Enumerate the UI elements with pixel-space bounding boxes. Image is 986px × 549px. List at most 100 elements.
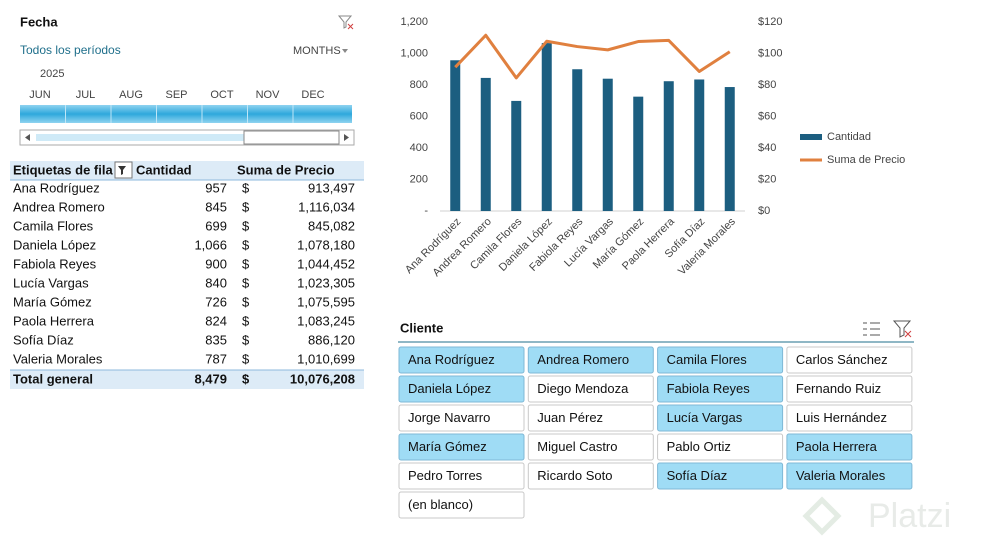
pivot-cell: 845,082 — [308, 218, 355, 233]
pivot-cell: Fabiola Reyes — [13, 256, 97, 271]
pivot-cell: $ — [242, 256, 250, 271]
pivot-cell: 699 — [205, 218, 227, 233]
slicer-button[interactable] — [786, 433, 913, 461]
pivot-cell: 957 — [205, 180, 227, 195]
slicer-icons[interactable] — [863, 320, 912, 338]
clear-x[interactable] — [347, 23, 354, 30]
slicer-label[interactable]: Paola Herrera — [796, 439, 878, 454]
pivot-cell: 840 — [205, 275, 227, 290]
slicer-button[interactable] — [398, 462, 525, 490]
slicer-label[interactable]: Juan Pérez — [537, 410, 603, 425]
slicer-label[interactable]: Andrea Romero — [537, 352, 629, 367]
pivot-cell: Camila Flores — [13, 218, 94, 233]
y2-tick-label: $0 — [758, 205, 770, 217]
bar — [450, 60, 461, 212]
slicer-label[interactable]: María Gómez — [408, 439, 487, 454]
slicer-label[interactable]: Luis Hernández — [796, 410, 887, 425]
slicer-button[interactable] — [786, 375, 913, 403]
month-label: SEP — [165, 89, 187, 101]
pivot-cell: $ — [242, 180, 250, 195]
pivot-cell: Paola Herrera — [13, 313, 95, 328]
y-tick-label: 800 — [410, 79, 428, 91]
slicer-button[interactable] — [527, 462, 654, 490]
slicer-button[interactable] — [398, 491, 525, 519]
y2-tick-label: $100 — [758, 47, 782, 59]
slicer-label[interactable]: Daniela López — [408, 381, 491, 396]
slicer-label[interactable]: Pablo Ortiz — [667, 439, 731, 454]
slicer-button[interactable] — [657, 462, 784, 490]
slicer-label[interactable]: Miguel Castro — [537, 439, 617, 454]
slicer-button[interactable] — [527, 346, 654, 374]
slicer-button[interactable] — [398, 375, 525, 403]
clear-filter-icon[interactable] — [892, 320, 912, 338]
slicer-button[interactable] — [657, 346, 784, 374]
multi-select-icon[interactable] — [863, 322, 880, 336]
y2-tick-label: $120 — [758, 16, 782, 28]
timeline-level[interactable]: MONTHS — [293, 45, 341, 57]
filter-icon[interactable] — [337, 15, 353, 29]
slicer-label[interactable]: Lucía Vargas — [667, 410, 743, 425]
pivot-cell: 1,078,180 — [297, 237, 355, 252]
slicer-label[interactable]: Carlos Sánchez — [796, 352, 888, 367]
clear-x[interactable] — [904, 330, 912, 338]
slicer-button[interactable] — [657, 404, 784, 432]
x-tick-label: Daniela López — [497, 216, 555, 274]
timeline-period[interactable]: Todos los períodos — [20, 43, 121, 57]
pivot-cell: $ — [242, 351, 250, 366]
pivot-cell: Daniela López — [13, 237, 96, 252]
slicer-button[interactable] — [398, 433, 525, 461]
pivot-cell: 1,116,034 — [298, 199, 355, 214]
slicer-button[interactable] — [786, 404, 913, 432]
y-tick-label: - — [424, 205, 428, 217]
slicer-label[interactable]: Pedro Torres — [408, 468, 483, 483]
slicer-button[interactable] — [527, 375, 654, 403]
slicer-button[interactable] — [527, 404, 654, 432]
slicer-button[interactable] — [786, 346, 913, 374]
bar — [724, 87, 735, 211]
scroll-track[interactable] — [36, 134, 244, 141]
slicer-label[interactable]: Jorge Navarro — [408, 410, 490, 425]
pivot-cell: 1,010,699 — [297, 351, 355, 366]
month-label: AUG — [119, 89, 143, 101]
pivot-total-bg — [10, 370, 364, 389]
pivot-total: Total general — [13, 371, 93, 386]
slicer-button[interactable] — [398, 346, 525, 374]
pivot-header: Suma de Precio — [237, 162, 335, 177]
slicer-button[interactable] — [527, 433, 654, 461]
slicer-button[interactable] — [657, 375, 784, 403]
pivot-cell: Lucía Vargas — [13, 275, 89, 290]
pivot-total: 8,479 — [194, 371, 227, 386]
y-tick-label: 1,200 — [400, 16, 428, 28]
slicer-label[interactable]: Valeria Morales — [796, 468, 886, 483]
slicer-label[interactable]: (en blanco) — [408, 497, 473, 512]
slicer-label[interactable]: Camila Flores — [667, 352, 748, 367]
y-tick-label: 1,000 — [400, 47, 428, 59]
y-tick-label: 400 — [410, 142, 428, 154]
x-tick-label: Valeria Morales — [676, 215, 738, 277]
slicer-button[interactable] — [398, 404, 525, 432]
pivot-cell: $ — [242, 332, 250, 347]
slicer-button[interactable] — [657, 433, 784, 461]
pivot-cell: 1,023,305 — [297, 275, 355, 290]
month-label: DEC — [301, 89, 324, 101]
bar — [663, 81, 674, 211]
filter-glyph[interactable] — [118, 166, 126, 175]
pivot-header: Etiquetas de fila — [13, 162, 113, 177]
slicer-label[interactable]: Ana Rodríguez — [408, 352, 495, 367]
scroll-thumb[interactable] — [243, 130, 340, 145]
pivot-cell: $ — [242, 313, 250, 328]
slicer-button[interactable] — [786, 462, 913, 490]
slicer-label[interactable]: Diego Mendoza — [537, 381, 629, 396]
clear-filter-icon[interactable] — [337, 15, 354, 30]
pivot-cell: 787 — [205, 351, 227, 366]
slicer-label[interactable]: Fernando Ruiz — [796, 381, 881, 396]
pivot-header: Cantidad — [136, 162, 192, 177]
level-dropdown[interactable] — [342, 49, 348, 53]
timeline-bar[interactable] — [20, 105, 352, 123]
slicer-label[interactable]: Fabiola Reyes — [667, 381, 751, 396]
pivot-cell: Valeria Morales — [13, 351, 103, 366]
slicer-label[interactable]: Sofía Díaz — [667, 468, 728, 483]
slicer-label[interactable]: Ricardo Soto — [537, 468, 612, 483]
y2-tick-label: $80 — [758, 79, 776, 91]
row-filter-button[interactable] — [114, 161, 133, 179]
